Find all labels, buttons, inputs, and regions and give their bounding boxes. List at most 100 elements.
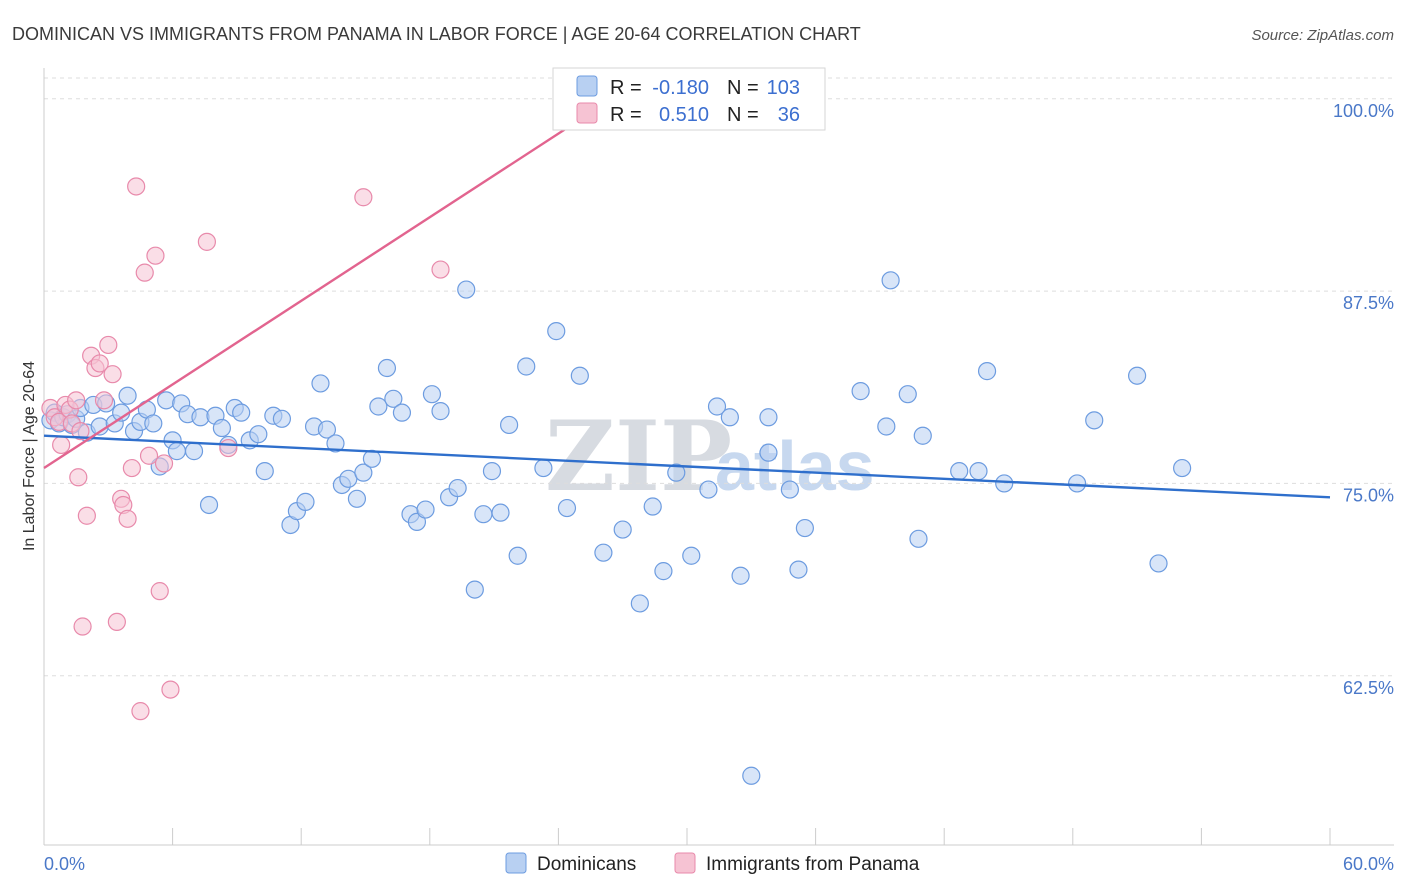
dominicans-point xyxy=(780,480,799,499)
legend-n-label-dominicans: N = xyxy=(727,77,759,99)
dominicans-point xyxy=(667,463,686,482)
dominicans-point xyxy=(881,271,900,290)
panama-point xyxy=(135,263,154,282)
legend-n-value-panama: 36 xyxy=(778,104,800,126)
dominicans-point xyxy=(369,397,388,416)
panama-trend-line xyxy=(43,97,613,470)
panama-point xyxy=(122,458,141,478)
x-tick-label-min: 0.0% xyxy=(44,854,85,874)
panama-point xyxy=(71,422,90,441)
legend-swatch-panama xyxy=(576,102,598,124)
dominicans-point xyxy=(317,420,337,439)
dominicans-point xyxy=(416,500,435,519)
dominicans-point xyxy=(909,529,928,548)
dominicans-point xyxy=(384,389,403,408)
dominicans-point xyxy=(272,409,292,428)
dominicans-point xyxy=(795,518,814,538)
panama-point xyxy=(107,612,126,632)
panama-point xyxy=(161,680,180,699)
legend-n-label-panama: N = xyxy=(727,104,759,126)
dominicans-point xyxy=(326,434,345,453)
stats-legend: R = -0.180 N = 103 R = 0.510 N = 36 xyxy=(552,67,826,131)
dominicans-point xyxy=(1173,458,1192,478)
panama-point xyxy=(118,509,137,528)
dominicans-point xyxy=(977,362,997,381)
y-axis-label: In Labor Force | Age 20-64 xyxy=(21,361,38,551)
dominicans-point xyxy=(913,426,932,445)
axes xyxy=(43,68,1394,846)
dominicans-point xyxy=(448,478,467,498)
dominicans-point xyxy=(354,463,373,482)
dominicans-point xyxy=(474,505,493,524)
dominicans-point xyxy=(630,594,649,613)
dominicans-point xyxy=(877,417,896,436)
chart-source: Source: ZipAtlas.com xyxy=(1251,27,1394,44)
dominicans-point xyxy=(995,474,1014,493)
y-tick-label: 87.5% xyxy=(1343,293,1394,313)
legend-r-label-dominicans: R = xyxy=(610,77,642,99)
panama-point xyxy=(431,260,450,279)
dominicans-point xyxy=(851,382,870,401)
panama-point xyxy=(146,246,165,265)
dominicans-point xyxy=(547,322,566,341)
panama-point xyxy=(90,354,109,373)
dominicans-point xyxy=(431,402,450,421)
dominicans-point xyxy=(789,560,808,579)
dominicans-point xyxy=(232,403,251,422)
dominicans-point xyxy=(347,489,367,508)
chart-title: DOMINICAN VS IMMIGRANTS FROM PANAMA IN L… xyxy=(12,24,861,44)
trend-lines xyxy=(43,97,1331,499)
dominicans-point xyxy=(969,462,988,481)
dominicans-point xyxy=(422,385,442,404)
dominicans-point xyxy=(1127,366,1147,385)
panama-point xyxy=(150,582,169,601)
dominicans-point xyxy=(167,442,186,461)
series-legend-label-dominicans: Dominicans xyxy=(537,854,636,875)
dominicans-point xyxy=(500,415,519,435)
dominicans-point xyxy=(720,408,739,427)
dominicans-points xyxy=(41,271,1192,785)
panama-point xyxy=(67,391,86,410)
panama-point xyxy=(52,435,71,455)
dominicans-point xyxy=(377,358,397,378)
dominicans-trend-line xyxy=(43,434,1331,499)
panama-point xyxy=(354,188,373,207)
dominicans-point xyxy=(742,766,761,785)
dominicans-point xyxy=(118,386,137,405)
panama-point xyxy=(99,335,118,355)
dominicans-point xyxy=(144,414,163,433)
dominicans-point xyxy=(898,385,917,404)
dominicans-point xyxy=(643,497,662,516)
panama-point xyxy=(131,702,150,721)
series-legend-swatch-dominicans xyxy=(505,852,527,874)
dominicans-point xyxy=(654,562,673,581)
dominicans-point xyxy=(457,280,476,299)
legend-r-label-panama: R = xyxy=(610,104,642,126)
legend-r-value-dominicans: -0.180 xyxy=(652,77,709,99)
dominicans-point xyxy=(534,458,553,478)
y-tick-label: 62.5% xyxy=(1343,678,1394,698)
y-axis-tick-labels: 62.5% 75.0% 87.5% 100.0% xyxy=(1333,101,1394,698)
series-legend-swatch-panama xyxy=(674,852,696,874)
panama-point xyxy=(127,177,146,196)
panama-point xyxy=(154,454,174,473)
dominicans-point xyxy=(407,512,427,531)
dominicans-point xyxy=(255,462,274,481)
dominicans-point xyxy=(1149,554,1168,573)
y-tick-label: 100.0% xyxy=(1333,101,1394,121)
dominicans-point xyxy=(1085,411,1104,430)
series-legend-label-panama: Immigrants from Panama xyxy=(706,854,920,875)
dominicans-point xyxy=(707,397,727,416)
series-legend: Dominicans Immigrants from Panama xyxy=(505,852,920,875)
y-tick-label: 75.0% xyxy=(1343,485,1394,505)
dominicans-point xyxy=(482,462,502,481)
dominicans-point xyxy=(594,543,613,562)
dominicans-point xyxy=(508,546,527,565)
zipatlas-watermark: ZIP atlas xyxy=(545,400,875,513)
dominicans-point xyxy=(199,495,219,515)
dominicans-point xyxy=(517,357,536,376)
dominicans-point xyxy=(613,520,632,539)
grid-lines xyxy=(44,77,1394,677)
dominicans-point xyxy=(759,443,778,462)
dominicans-point xyxy=(191,408,210,427)
